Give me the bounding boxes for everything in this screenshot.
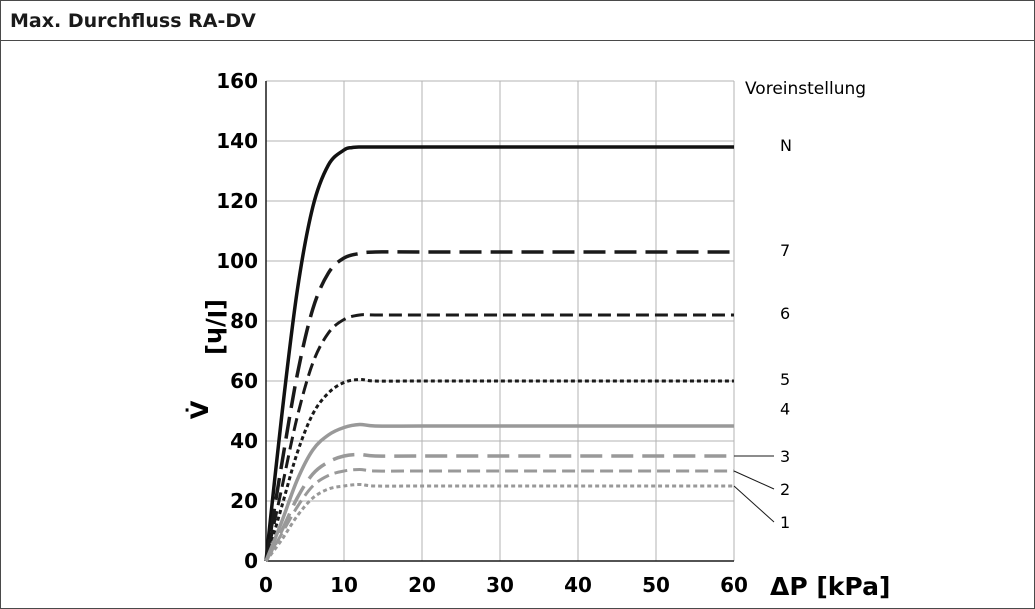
series-label-5: 5 — [780, 370, 790, 389]
series-line-N — [264, 145, 734, 562]
chart-title: Max. Durchfluss RA-DV — [10, 10, 256, 32]
series-label-2: 2 — [780, 480, 790, 499]
y-axis-symbol: V̇ — [186, 400, 214, 419]
y-tick-label: 120 — [216, 189, 258, 213]
series-label-6: 6 — [780, 304, 790, 323]
y-axis-unit: [l/h] — [202, 299, 230, 355]
series-line-5 — [264, 377, 734, 562]
y-tick-label: 80 — [230, 309, 258, 333]
grid — [266, 80, 735, 561]
series-line-2 — [264, 467, 734, 562]
series-lines — [264, 145, 734, 562]
series-label-N: N — [780, 136, 792, 155]
y-tick-label: 0 — [244, 549, 258, 573]
x-tick-label: 10 — [330, 573, 358, 597]
x-tick-label: 40 — [564, 573, 592, 597]
axes: 0 10 20 30 40 50 60 0 20 40 60 80 100 120 140 160 — [216, 69, 748, 597]
legend-title: Voreinstellung — [745, 79, 866, 99]
series-line-1 — [264, 482, 734, 562]
leader-line-2 — [733, 470, 775, 490]
series-label-7: 7 — [780, 241, 790, 260]
x-tick-label: 0 — [259, 573, 273, 597]
x-tick-label: 30 — [486, 573, 514, 597]
y-tick-label: 40 — [230, 429, 258, 453]
x-tick-label: 50 — [642, 573, 670, 597]
y-tick-label: 20 — [230, 489, 258, 513]
x-axis-label: ΔP [kPa] — [770, 572, 890, 601]
title-bar: Max. Durchfluss RA-DV — [1, 1, 1035, 41]
series-label-3: 3 — [780, 447, 790, 466]
series-line-3 — [264, 452, 734, 562]
y-axis-label: V̇ [l/h] — [186, 299, 230, 419]
x-tick-label: 60 — [720, 573, 748, 597]
y-tick-label: 60 — [230, 369, 258, 393]
series-labels: N 7 6 5 4 3 2 1 — [733, 136, 792, 532]
y-tick-label: 100 — [216, 249, 258, 273]
series-line-4 — [264, 422, 734, 562]
y-tick-label: 160 — [216, 69, 258, 93]
series-label-4: 4 — [780, 400, 790, 419]
series-line-6 — [264, 313, 734, 562]
series-label-1: 1 — [780, 513, 790, 532]
series-line-7 — [264, 250, 734, 562]
x-tick-label: 20 — [408, 573, 436, 597]
leader-line-1 — [733, 485, 775, 523]
y-tick-label: 140 — [216, 129, 258, 153]
